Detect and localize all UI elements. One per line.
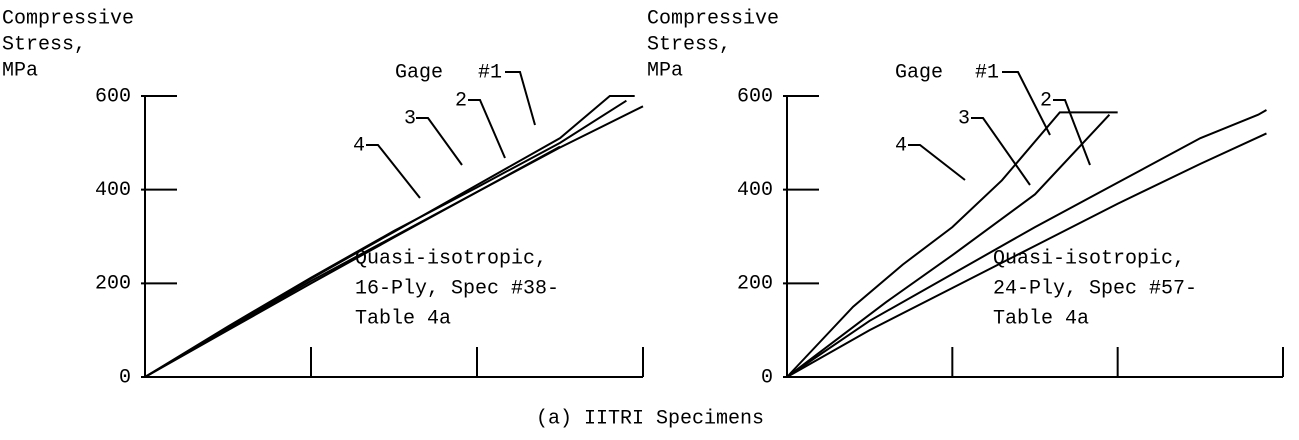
gage-curve <box>786 114 1111 378</box>
gage-curve <box>786 111 1118 378</box>
y-tick-label: 400 <box>95 179 131 202</box>
series-label: 2 <box>1040 89 1052 112</box>
gage-curve <box>786 109 1267 378</box>
leader-line <box>971 117 1031 186</box>
y-axis-label: Stress, <box>647 33 731 56</box>
annotation: 16-Ply, Spec #38- <box>355 277 559 300</box>
y-tick-label: 0 <box>761 366 773 389</box>
gage-curve <box>144 99 627 378</box>
y-tick-label: 400 <box>737 179 773 202</box>
leader-line <box>1002 71 1051 136</box>
y-axis-label: MPa <box>647 59 683 82</box>
y-tick-label: 600 <box>95 85 131 108</box>
leader-line <box>416 117 463 166</box>
y-tick-label: 0 <box>119 366 131 389</box>
gage-curve <box>144 145 561 378</box>
gage-curve <box>786 132 1267 378</box>
series-label: 4 <box>353 134 365 157</box>
series-label: 3 <box>958 107 970 130</box>
annotation: Quasi-isotropic, <box>993 247 1185 270</box>
annotation: 24-Ply, Spec #57- <box>993 277 1197 300</box>
series-label: 2 <box>455 89 467 112</box>
leader-line <box>468 99 506 159</box>
series-label: 4 <box>895 134 907 157</box>
gage-curve <box>144 105 644 378</box>
leader-line <box>366 144 421 199</box>
annotation: Table 4a <box>993 307 1089 330</box>
legend-title: Gage <box>895 61 943 84</box>
caption: (a) IITRI Specimens <box>536 407 764 430</box>
leader-line <box>1053 99 1091 166</box>
leader-line <box>505 71 536 126</box>
annotation: Table 4a <box>355 307 451 330</box>
y-tick-label: 200 <box>737 273 773 296</box>
legend-title: Gage <box>395 61 443 84</box>
series-label: 3 <box>404 107 416 130</box>
y-tick-label: 200 <box>95 273 131 296</box>
series-label: #1 <box>478 61 502 84</box>
annotation: Quasi-isotropic, <box>355 247 547 270</box>
y-axis-label: Compressive <box>2 7 134 30</box>
leader-line <box>908 144 966 181</box>
y-tick-label: 600 <box>737 85 773 108</box>
y-axis-label: MPa <box>2 59 38 82</box>
series-label: #1 <box>975 61 999 84</box>
y-axis-label: Stress, <box>2 33 86 56</box>
y-axis-label: Compressive <box>647 7 779 30</box>
